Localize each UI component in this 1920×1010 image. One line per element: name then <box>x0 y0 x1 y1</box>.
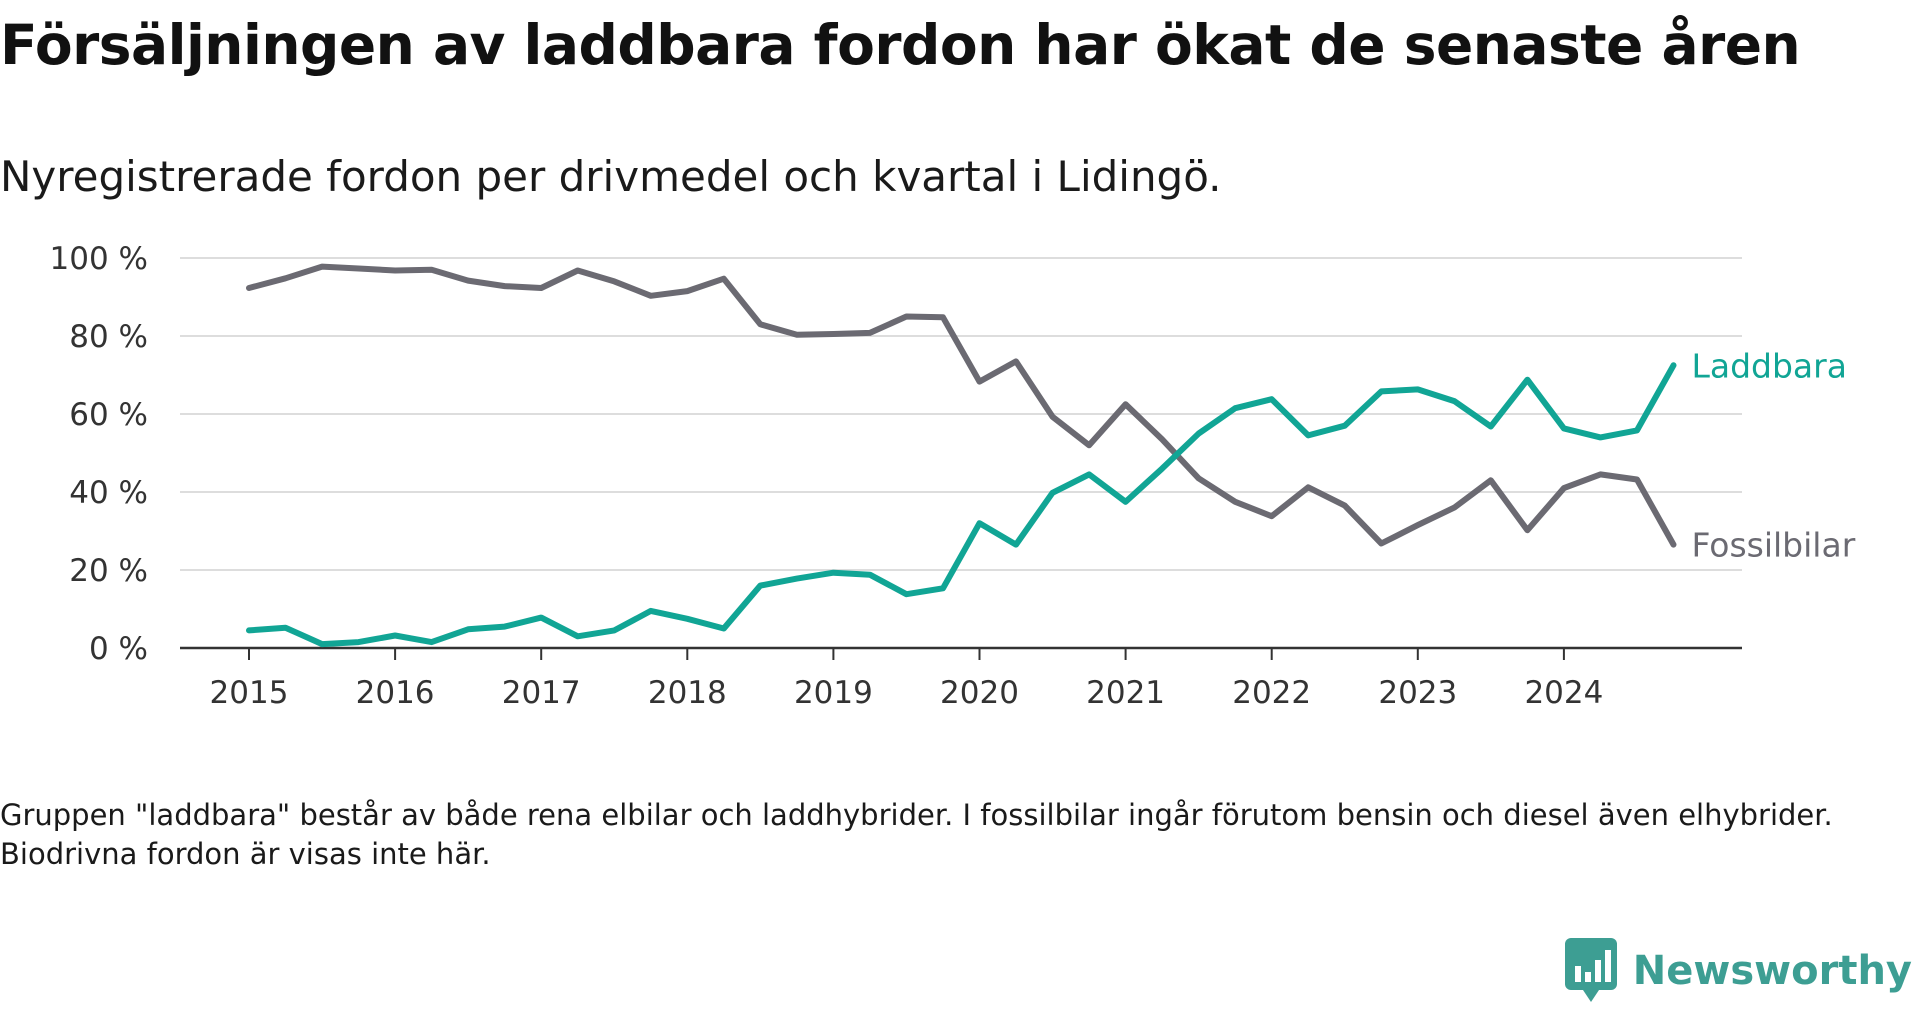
chart-footnote: Gruppen "laddbara" består av både rena e… <box>0 798 1833 871</box>
y-tick-label: 0 % <box>89 631 148 667</box>
label-layer: Laddbara Fossilbilar <box>1691 346 1855 564</box>
x-tick-label: 2018 <box>648 675 727 711</box>
y-tick-label: 60 % <box>69 397 148 433</box>
x-tick-label: 2021 <box>1086 675 1165 711</box>
newsworthy-brand[interactable]: Newsworthy <box>1561 936 1912 1006</box>
series-layer <box>246 263 1677 648</box>
series-line-laddbara <box>246 362 1677 648</box>
y-tick-label: 20 % <box>69 553 148 589</box>
series-label-laddbara: Laddbara <box>1691 346 1846 385</box>
x-tick-label: 2019 <box>794 675 873 711</box>
x-tick-label: 2015 <box>210 675 289 711</box>
axis-layer: 0 % 20 % 40 % 60 % 80 % 100 % 2015 2016 2017 2018… <box>50 241 1742 711</box>
y-tick-label: 100 % <box>50 241 148 277</box>
y-tick-label: 80 % <box>69 319 148 355</box>
series-line-fossilbilar <box>246 263 1677 548</box>
newsworthy-logo-icon <box>1564 938 1617 1002</box>
brand-name: Newsworthy <box>1632 948 1912 994</box>
x-tick-label: 2020 <box>940 675 1019 711</box>
grid-layer <box>180 257 1742 571</box>
chart-title: Försäljningen av laddbara fordon har öka… <box>0 13 1801 77</box>
y-tick-label: 40 % <box>69 475 148 511</box>
x-tick-label: 2023 <box>1378 675 1457 711</box>
x-tick-label: 2022 <box>1232 675 1311 711</box>
x-tick-label: 2017 <box>502 675 581 711</box>
x-tick-label: 2016 <box>356 675 435 711</box>
line-chart: 0 % 20 % 40 % 60 % 80 % 100 % 2015 2016 2017 2018… <box>50 241 1856 711</box>
x-tick-label: 2024 <box>1524 675 1603 711</box>
chart-subtitle: Nyregistrerade fordon per drivmedel och … <box>0 152 1222 201</box>
series-label-fossilbilar: Fossilbilar <box>1691 526 1855 565</box>
